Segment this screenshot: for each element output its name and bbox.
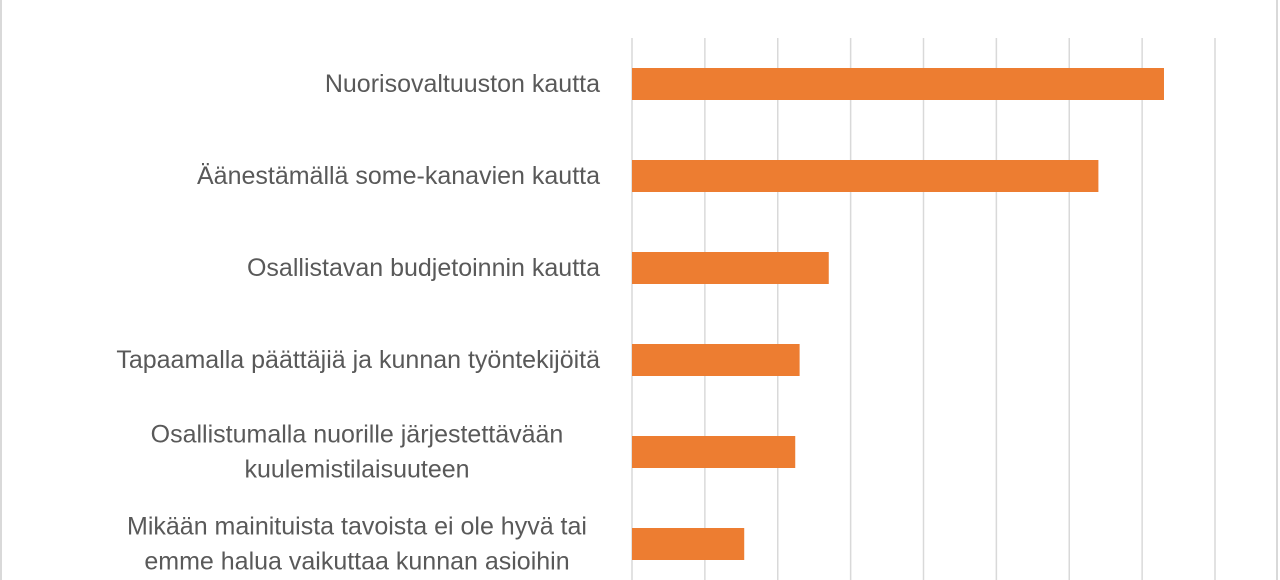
category-label-2-line-0: Osallistavan budjetoinnin kautta bbox=[247, 254, 600, 282]
category-label-5-line-1: emme halua vaikuttaa kunnan asioihin bbox=[144, 548, 569, 576]
category-label-4-line-0: Osallistumalla nuorille järjestettävään bbox=[151, 421, 564, 449]
bar-0 bbox=[632, 68, 1164, 100]
category-label-4: Osallistumalla nuorille järjestettävään k… bbox=[151, 421, 564, 484]
category-label-5: Mikään mainituista tavoista ei ole hyvä … bbox=[127, 513, 587, 576]
category-label-3: Tapaamalla päättäjiä ja kunnan työntekij… bbox=[116, 346, 600, 374]
bar-2 bbox=[632, 252, 829, 284]
category-label-0: Nuorisovaltuuston kautta bbox=[325, 70, 600, 98]
category-label-0-line-0: Nuorisovaltuuston kautta bbox=[325, 70, 600, 98]
category-label-1-line-0: Äänestämällä some-kanavien kautta bbox=[197, 162, 600, 190]
category-label-1: Äänestämällä some-kanavien kautta bbox=[197, 162, 600, 190]
category-label-2: Osallistavan budjetoinnin kautta bbox=[247, 254, 600, 282]
category-label-4-line-1: kuulemistilaisuuteen bbox=[244, 456, 469, 484]
bar-1 bbox=[632, 160, 1099, 192]
bar-3 bbox=[632, 344, 800, 376]
bar-4 bbox=[632, 436, 796, 468]
bar-5 bbox=[632, 528, 745, 560]
category-label-5-line-0: Mikään mainituista tavoista ei ole hyvä … bbox=[127, 513, 587, 541]
category-label-3-line-0: Tapaamalla päättäjiä ja kunnan työntekij… bbox=[116, 346, 600, 374]
